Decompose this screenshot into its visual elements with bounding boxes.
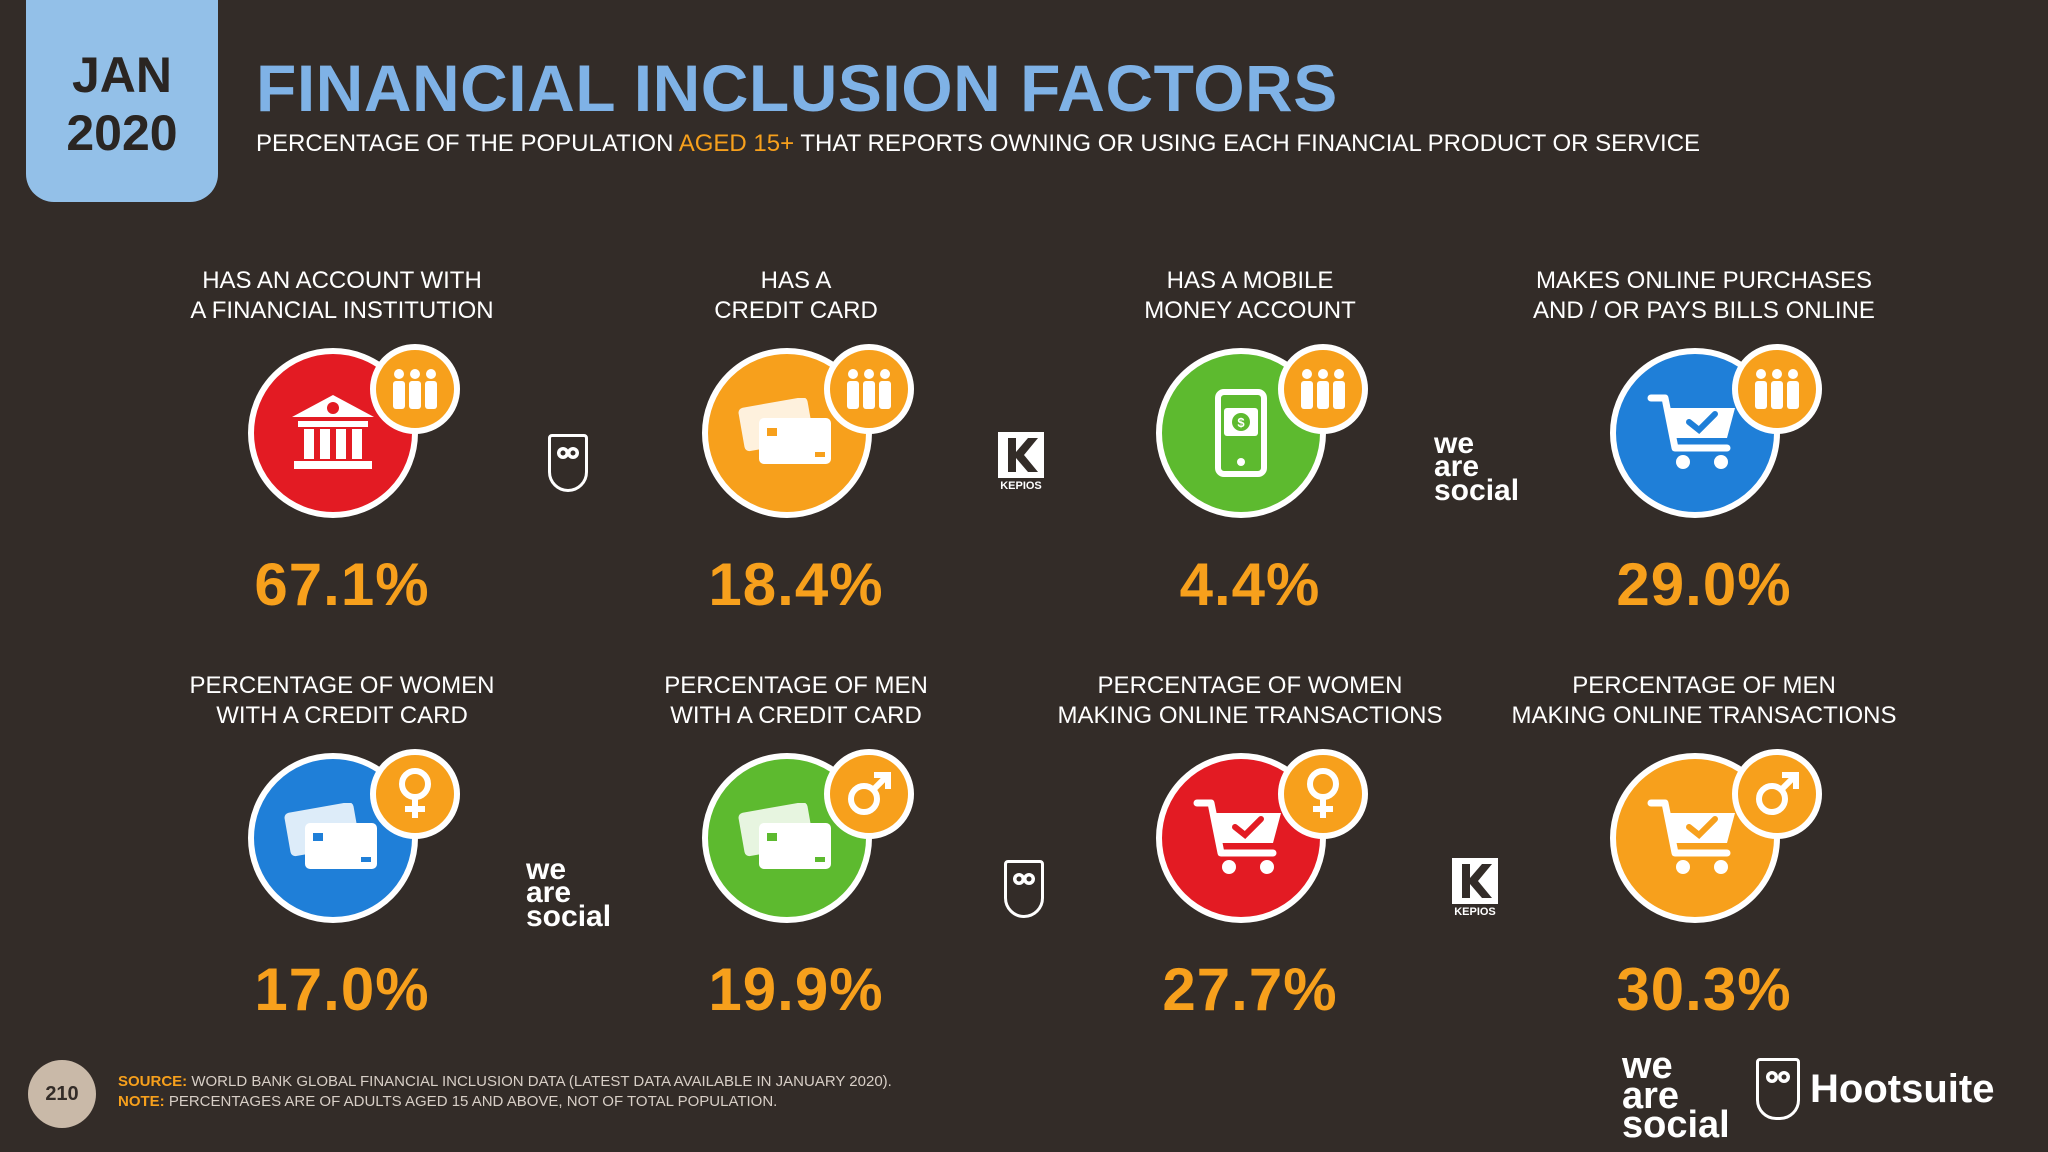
people-icon <box>1732 344 1822 434</box>
male-icon <box>1732 749 1822 839</box>
note-key: NOTE: <box>118 1093 165 1110</box>
footer-notes: SOURCE: WORLD BANK GLOBAL FINANCIAL INCL… <box>118 1072 892 1112</box>
subtitle-part-b: THAT REPORTS OWNING OR USING EACH FINANC… <box>800 130 1701 157</box>
metric-label: MAKES ONLINE PURCHASES AND / OR PAYS BIL… <box>1474 266 1934 328</box>
was-we: we <box>1622 1045 1673 1087</box>
metric-label-line1: HAS AN ACCOUNT WITH <box>202 267 482 294</box>
date-year: 2020 <box>66 105 178 161</box>
metric-value: 27.7% <box>1162 956 1338 1023</box>
metric-label-line2: MAKING ONLINE TRANSACTIONS <box>1511 702 1897 729</box>
metric-credit-card: HAS A CREDIT CARD 18.4% <box>566 266 1026 619</box>
metric-label-line1: PERCENTAGE OF MEN <box>1572 672 1836 699</box>
people-icon <box>824 344 914 434</box>
kepios-text: KEPIOS <box>1000 480 1042 492</box>
page-number: 210 <box>28 1060 96 1128</box>
metric-value: 30.3% <box>1616 956 1792 1023</box>
note-line: NOTE: PERCENTAGES ARE OF ADULTS AGED 15 … <box>118 1092 892 1112</box>
we-are-social-logo: we are social <box>526 853 612 933</box>
people-icon <box>370 344 460 434</box>
metric-label-line1: PERCENTAGE OF WOMEN <box>189 672 495 699</box>
was-social: social <box>1434 473 1520 507</box>
subtitle-part-a: PERCENTAGE OF THE POPULATION <box>256 130 674 157</box>
was-are: are <box>1434 450 1480 484</box>
metric-label-line1: MAKES ONLINE PURCHASES <box>1535 267 1873 294</box>
hootsuite-owl-logo <box>548 434 588 492</box>
metric-women-online-transactions: PERCENTAGE OF WOMEN MAKING ONLINE TRANSA… <box>1020 671 1480 1024</box>
male-icon <box>824 749 914 839</box>
was-are: are <box>1622 1074 1680 1117</box>
metric-account-financial-institution: HAS AN ACCOUNT WITH A FINANCIAL INSTITUT… <box>112 266 572 619</box>
metric-label: HAS A MOBILE MONEY ACCOUNT <box>1020 266 1480 328</box>
metric-label-line2: MONEY ACCOUNT <box>1144 297 1356 324</box>
kepios-logo: KEPIOS <box>998 432 1044 492</box>
shopping-cart-icon <box>1610 753 1780 923</box>
metric-value: 4.4% <box>1179 551 1321 618</box>
kepios-logo: KEPIOS <box>1452 858 1498 918</box>
page-subtitle: PERCENTAGE OF THE POPULATION AGED 15+ TH… <box>256 130 1700 158</box>
female-icon <box>370 749 460 839</box>
we-are-social-footer-logo: we are social <box>1622 1045 1730 1147</box>
was-are: are <box>526 876 572 910</box>
was-social: social <box>526 899 612 933</box>
metric-label-line2: MAKING ONLINE TRANSACTIONS <box>1057 702 1443 729</box>
svg-text:$: $ <box>1237 415 1245 430</box>
source-text: WORLD BANK GLOBAL FINANCIAL INCLUSION DA… <box>191 1073 892 1090</box>
was-social: social <box>1622 1104 1730 1147</box>
metric-label: PERCENTAGE OF WOMEN WITH A CREDIT CARD <box>112 671 572 733</box>
metric-value: 67.1% <box>254 551 430 618</box>
metric-label-line2: CREDIT CARD <box>714 297 878 324</box>
metric-label-line1: PERCENTAGE OF MEN <box>664 672 928 699</box>
hootsuite-wordmark: Hootsuite <box>1810 1066 1995 1111</box>
metric-label: PERCENTAGE OF MEN WITH A CREDIT CARD <box>566 671 1026 733</box>
people-icon <box>1278 344 1368 434</box>
credit-card-icon <box>248 753 418 923</box>
date-tab: JAN 2020 <box>26 0 218 202</box>
owl-icon <box>1756 1058 1800 1120</box>
hootsuite-footer-logo: Hootsuite <box>1756 1058 1994 1120</box>
metric-label-line2: WITH A CREDIT CARD <box>670 702 922 729</box>
metric-label-line2: A FINANCIAL INSTITUTION <box>190 297 494 324</box>
female-icon <box>1278 749 1368 839</box>
metric-label: HAS AN ACCOUNT WITH A FINANCIAL INSTITUT… <box>112 266 572 328</box>
metric-label: HAS A CREDIT CARD <box>566 266 1026 328</box>
metric-label-line2: AND / OR PAYS BILLS ONLINE <box>1533 297 1875 324</box>
metric-online-purchases: MAKES ONLINE PURCHASES AND / OR PAYS BIL… <box>1474 266 1934 619</box>
kepios-text: KEPIOS <box>1454 906 1496 918</box>
was-we: we <box>1434 427 1475 460</box>
hootsuite-owl-logo <box>1004 860 1044 918</box>
date-month: JAN <box>71 47 173 103</box>
metric-label-line1: PERCENTAGE OF WOMEN <box>1097 672 1403 699</box>
page-title: FINANCIAL INCLUSION FACTORS <box>256 51 1338 125</box>
metric-women-credit-card: PERCENTAGE OF WOMEN WITH A CREDIT CARD 1… <box>112 671 572 1024</box>
metric-label-line2: WITH A CREDIT CARD <box>216 702 468 729</box>
we-are-social-logo: we are social <box>1434 427 1520 507</box>
metric-label: PERCENTAGE OF WOMEN MAKING ONLINE TRANSA… <box>1020 671 1480 733</box>
source-line: SOURCE: WORLD BANK GLOBAL FINANCIAL INCL… <box>118 1072 892 1092</box>
source-key: SOURCE: <box>118 1073 188 1090</box>
metric-label-line1: HAS A MOBILE <box>1166 267 1334 294</box>
metric-mobile-money-account: HAS A MOBILE MONEY ACCOUNT $ 4.4% <box>1020 266 1480 619</box>
note-text: PERCENTAGES ARE OF ADULTS AGED 15 AND AB… <box>168 1093 778 1110</box>
metric-value: 18.4% <box>708 551 884 618</box>
subtitle-highlight: AGED 15+ <box>678 130 795 157</box>
metric-label: PERCENTAGE OF MEN MAKING ONLINE TRANSACT… <box>1474 671 1934 733</box>
metric-value: 19.9% <box>708 956 884 1023</box>
metric-men-credit-card: PERCENTAGE OF MEN WITH A CREDIT CARD 19.… <box>566 671 1026 1024</box>
metric-label-line1: HAS A <box>760 267 832 294</box>
was-we: we <box>526 853 567 886</box>
metric-men-online-transactions: PERCENTAGE OF MEN MAKING ONLINE TRANSACT… <box>1474 671 1934 1024</box>
metric-value: 17.0% <box>254 956 430 1023</box>
metric-value: 29.0% <box>1616 551 1792 618</box>
